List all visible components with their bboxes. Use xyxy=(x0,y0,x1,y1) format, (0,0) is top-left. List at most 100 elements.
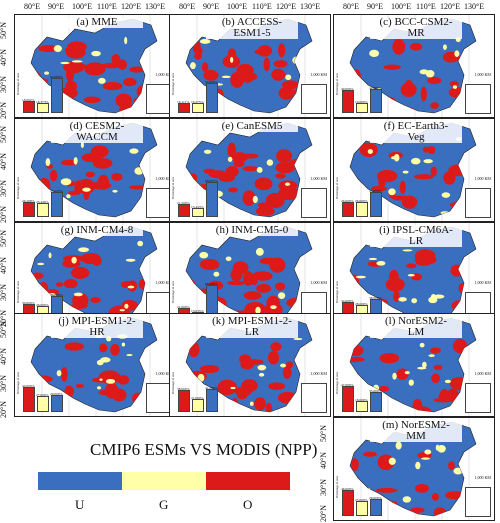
map-region-o xyxy=(378,177,386,188)
map-region-g xyxy=(402,170,409,174)
lon-tick: 130°E xyxy=(145,2,166,11)
map-region-g xyxy=(441,192,451,198)
panel-title-line1: (b) ACCESS- xyxy=(221,16,283,28)
bar-value-label: 45.000% xyxy=(369,188,382,193)
panel-title-line1: (i) IPSL-CM6A- xyxy=(379,224,453,236)
lon-tick: 120°E xyxy=(121,2,142,11)
lat-tick: 40°N xyxy=(0,257,8,274)
map-region-g xyxy=(71,60,83,63)
map-region-g xyxy=(124,36,128,45)
map-region-o xyxy=(250,278,258,286)
map-region-g xyxy=(368,257,378,261)
south-china-sea-inset xyxy=(301,188,327,218)
map-region-o xyxy=(389,269,399,284)
map-region-o xyxy=(448,461,455,471)
map-region-o xyxy=(233,160,245,168)
bar-o xyxy=(206,181,218,217)
map-region-o xyxy=(129,66,145,73)
map-region-o xyxy=(90,297,101,304)
map-region-o xyxy=(445,108,468,113)
lat-tick: 50°N xyxy=(319,425,328,442)
legend-label-o: O xyxy=(243,497,253,512)
map-region-o xyxy=(55,282,64,287)
bar-u xyxy=(342,385,354,412)
map-region-g xyxy=(266,159,274,166)
bar-value-label: 54.608% xyxy=(205,79,218,84)
map-region-o xyxy=(123,77,137,87)
map-panel: (j) MPI-ESM1-2- HR 1,000 KM Percentage of a… xyxy=(14,313,176,417)
map-region-o xyxy=(84,62,106,76)
map-region-o xyxy=(277,391,298,404)
panel-title-line1: (c) BCC-CSM2- xyxy=(379,16,453,28)
panel-title-line1: (k) MPI-ESM1-2- xyxy=(212,315,292,327)
map-region-g xyxy=(292,56,302,65)
map-region-o xyxy=(129,185,147,190)
map-region-g xyxy=(45,158,51,167)
map-region-o xyxy=(255,206,275,217)
south-china-sea-inset xyxy=(465,188,491,218)
bar-value-label: 44.000% xyxy=(22,384,35,389)
map-region-o xyxy=(138,278,149,290)
scale-label: 1,000 KM xyxy=(474,371,491,376)
legend-label-g: G xyxy=(159,497,169,512)
map-region-g xyxy=(444,379,451,384)
bar-g xyxy=(192,399,204,412)
panel-title-line1: (l) NorESM2- xyxy=(384,315,448,327)
map-region-g xyxy=(112,189,118,193)
map-region-g xyxy=(257,364,267,371)
map-region-g xyxy=(388,188,396,196)
map-region-o xyxy=(98,370,121,384)
lon-tick: 110°E xyxy=(252,2,272,11)
map-region-o xyxy=(242,190,256,206)
map-region-o xyxy=(111,388,127,402)
map-panel: (m) NorESM2- MM 1,000 KM Percentage of area… xyxy=(333,417,495,521)
map-region-o xyxy=(406,263,417,269)
bar-value-label: 44.000% xyxy=(50,293,63,298)
map-region-g xyxy=(203,149,212,154)
map-region-g xyxy=(230,56,234,63)
bar-o xyxy=(370,191,382,217)
lon-tick: 80°E xyxy=(343,2,360,11)
map-region-o xyxy=(351,458,359,471)
map-region-o xyxy=(257,202,272,209)
bar-value-label: 26.000% xyxy=(355,198,368,203)
bar-value-label: 26.000% xyxy=(36,302,49,307)
bar-value-label: 40.000% xyxy=(341,87,354,92)
map-region-g xyxy=(127,285,135,289)
area-percentage-bars: Percentage of area 47.000% 18.000% 35.000% xyxy=(335,368,386,412)
map-region-o xyxy=(98,389,112,396)
bar-value-label: 16.000% xyxy=(355,99,368,104)
bar-o xyxy=(370,89,382,113)
map-region-g xyxy=(98,77,106,84)
map-region-g xyxy=(225,256,232,261)
area-percentage-bars: Percentage of area 18.692% 16.373% 64.960% xyxy=(16,69,67,113)
scale-label: 1,000 KM xyxy=(155,280,172,285)
panel-title-line2: LM xyxy=(407,326,425,338)
area-percentage-bars: Percentage of area 40.000% 16.000% 42.000% xyxy=(335,69,386,113)
bar-u xyxy=(178,390,190,412)
map-region-g xyxy=(91,50,101,57)
map-region-g xyxy=(255,306,261,315)
bar-value-label: 41.000% xyxy=(205,385,218,390)
map-region-g xyxy=(376,260,386,266)
scale-label: 1,000 KM xyxy=(310,280,327,285)
bar-value-label: 38.000% xyxy=(177,387,190,392)
bar-u xyxy=(342,490,354,516)
lon-tick: 80°E xyxy=(24,2,41,11)
bar-value-label: 34.000% xyxy=(341,298,354,303)
map-region-o xyxy=(270,342,282,352)
legend-swatch-g xyxy=(122,472,206,490)
panel-title: (d) CESM2- WACCM xyxy=(51,121,143,143)
bar-u xyxy=(342,90,354,113)
map-region-o xyxy=(452,338,468,354)
scale-label: 1,000 KM xyxy=(474,176,491,181)
panel-title: (f) EC-Earth3- Veg xyxy=(370,121,462,143)
bar-value-label: 66.000% xyxy=(205,282,218,287)
map-region-o xyxy=(242,166,259,172)
map-region-o xyxy=(238,110,257,113)
map-region-g xyxy=(82,187,91,192)
map-region-g xyxy=(56,370,62,377)
map-region-o xyxy=(275,173,286,179)
bar-value-label: 29.000% xyxy=(50,392,63,397)
map-region-o xyxy=(217,379,238,396)
